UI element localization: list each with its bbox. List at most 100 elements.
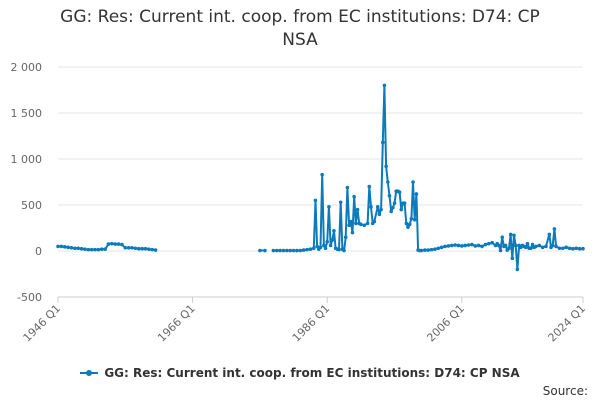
data-point[interactable] bbox=[322, 243, 326, 248]
data-point[interactable] bbox=[96, 247, 101, 252]
data-point[interactable] bbox=[288, 248, 293, 253]
data-point[interactable] bbox=[571, 246, 575, 251]
data-point[interactable] bbox=[133, 246, 138, 251]
data-point[interactable] bbox=[150, 247, 155, 252]
data-point[interactable] bbox=[258, 248, 262, 253]
data-point[interactable] bbox=[274, 248, 279, 253]
data-point[interactable] bbox=[147, 247, 151, 251]
data-point[interactable] bbox=[423, 248, 427, 252]
data-point[interactable] bbox=[380, 140, 385, 145]
data-point[interactable] bbox=[561, 246, 565, 251]
data-point[interactable] bbox=[443, 244, 447, 249]
data-point[interactable] bbox=[411, 180, 415, 184]
data-point[interactable] bbox=[79, 246, 84, 251]
data-point[interactable] bbox=[99, 247, 104, 251]
data-point[interactable] bbox=[439, 245, 444, 250]
data-point[interactable] bbox=[359, 222, 363, 227]
data-point[interactable] bbox=[73, 246, 77, 251]
data-point[interactable] bbox=[337, 247, 341, 252]
data-point[interactable] bbox=[557, 246, 562, 251]
data-point[interactable] bbox=[449, 243, 454, 248]
data-point[interactable] bbox=[426, 248, 430, 252]
data-point[interactable] bbox=[429, 247, 434, 252]
data-point[interactable] bbox=[313, 198, 318, 203]
data-point[interactable] bbox=[402, 201, 407, 205]
data-point[interactable] bbox=[320, 172, 324, 177]
data-point[interactable] bbox=[419, 248, 424, 253]
data-point[interactable] bbox=[263, 248, 267, 253]
data-point[interactable] bbox=[508, 232, 513, 237]
data-point[interactable] bbox=[483, 242, 488, 247]
data-point[interactable] bbox=[315, 244, 319, 249]
data-point[interactable] bbox=[103, 247, 107, 251]
data-point[interactable] bbox=[355, 207, 360, 212]
data-point[interactable] bbox=[382, 83, 387, 88]
data-point[interactable] bbox=[352, 194, 356, 199]
data-point[interactable] bbox=[574, 246, 579, 251]
data-point[interactable] bbox=[93, 247, 97, 252]
data-point[interactable] bbox=[126, 245, 131, 250]
data-point[interactable] bbox=[406, 225, 410, 229]
data-point[interactable] bbox=[500, 235, 505, 239]
data-point[interactable] bbox=[347, 223, 351, 228]
data-point[interactable] bbox=[305, 247, 309, 252]
data-point[interactable] bbox=[460, 244, 464, 248]
data-point[interactable] bbox=[301, 248, 306, 252]
data-point[interactable] bbox=[379, 207, 383, 212]
data-point[interactable] bbox=[407, 222, 412, 227]
data-point[interactable] bbox=[554, 244, 558, 249]
data-point[interactable] bbox=[62, 245, 67, 249]
data-point[interactable] bbox=[345, 185, 350, 190]
data-point[interactable] bbox=[476, 243, 481, 248]
data-point[interactable] bbox=[544, 244, 548, 249]
data-point[interactable] bbox=[348, 219, 353, 224]
data-point[interactable] bbox=[386, 180, 390, 184]
data-point[interactable] bbox=[136, 246, 141, 251]
data-point[interactable] bbox=[550, 243, 555, 248]
data-point[interactable] bbox=[503, 243, 508, 248]
data-point[interactable] bbox=[106, 242, 111, 246]
data-point[interactable] bbox=[86, 247, 91, 252]
data-point[interactable] bbox=[325, 240, 330, 244]
data-point[interactable] bbox=[567, 246, 572, 251]
data-point[interactable] bbox=[473, 244, 478, 248]
data-point[interactable] bbox=[513, 243, 518, 248]
data-point[interactable] bbox=[547, 232, 552, 237]
data-point[interactable] bbox=[515, 267, 520, 272]
data-point[interactable] bbox=[338, 200, 343, 205]
data-point[interactable] bbox=[298, 248, 303, 253]
data-point[interactable] bbox=[89, 247, 94, 252]
data-point[interactable] bbox=[510, 256, 515, 261]
data-point[interactable] bbox=[486, 241, 491, 246]
data-point[interactable] bbox=[354, 221, 358, 226]
data-point[interactable] bbox=[113, 242, 118, 246]
data-point[interactable] bbox=[490, 240, 494, 245]
data-point[interactable] bbox=[332, 228, 336, 233]
data-point[interactable] bbox=[463, 243, 468, 248]
data-point[interactable] bbox=[436, 246, 441, 251]
data-point[interactable] bbox=[523, 245, 528, 250]
data-point[interactable] bbox=[365, 221, 370, 226]
data-point[interactable] bbox=[295, 248, 299, 253]
data-point[interactable] bbox=[433, 247, 437, 251]
data-point[interactable] bbox=[412, 217, 417, 222]
data-point[interactable] bbox=[530, 242, 535, 247]
data-point[interactable] bbox=[123, 245, 128, 250]
data-point[interactable] bbox=[498, 248, 503, 253]
data-point[interactable] bbox=[327, 205, 331, 209]
data-point[interactable] bbox=[56, 244, 60, 249]
data-point[interactable] bbox=[153, 248, 158, 252]
data-point[interactable] bbox=[271, 248, 276, 253]
data-point[interactable] bbox=[278, 248, 282, 253]
data-point[interactable] bbox=[350, 230, 355, 235]
data-point[interactable] bbox=[330, 238, 335, 242]
data-point[interactable] bbox=[285, 248, 289, 253]
data-point[interactable] bbox=[577, 246, 582, 251]
data-point[interactable] bbox=[537, 243, 542, 248]
data-point[interactable] bbox=[140, 246, 144, 251]
data-point[interactable] bbox=[534, 244, 538, 249]
data-point[interactable] bbox=[83, 247, 87, 251]
data-point[interactable] bbox=[399, 207, 404, 212]
data-point[interactable] bbox=[291, 248, 296, 253]
data-point[interactable] bbox=[66, 245, 70, 250]
